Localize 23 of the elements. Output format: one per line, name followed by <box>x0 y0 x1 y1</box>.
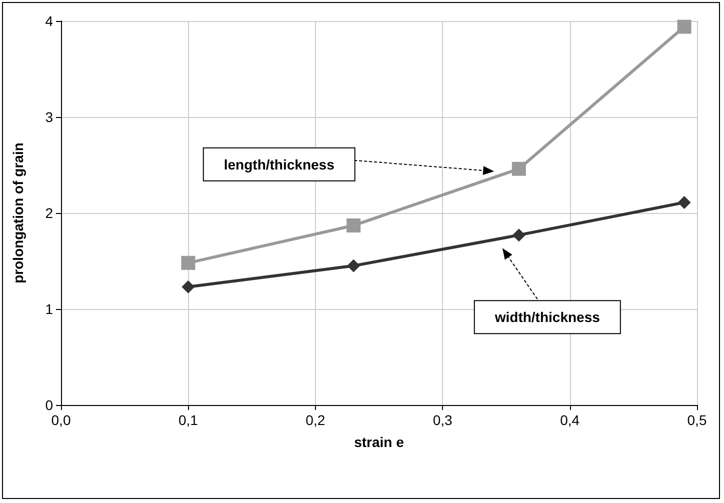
point <box>347 259 360 272</box>
x-tick-label: 0,2 <box>306 412 326 428</box>
point <box>678 196 691 209</box>
y-tick-label: 1 <box>45 301 54 317</box>
point <box>346 218 361 232</box>
x-tick-label: 0,3 <box>432 412 453 428</box>
x-tick-label: 0,5 <box>687 412 707 428</box>
x-tick-label: 0,4 <box>560 412 580 428</box>
point <box>512 228 526 242</box>
y-tick-label: 4 <box>45 13 54 29</box>
point <box>182 280 195 294</box>
y-axis-title: prolongation of grain <box>10 142 26 284</box>
point <box>181 256 196 270</box>
y-tick-label: 2 <box>45 205 54 221</box>
annotation: width/thickness <box>494 309 600 326</box>
annotation: length/thickness <box>224 156 335 172</box>
point <box>512 162 526 176</box>
point <box>677 20 692 34</box>
y-tick-label: 0 <box>45 397 54 413</box>
x-tick-label: 0,0 <box>51 412 71 428</box>
x-axis-title: strain e <box>354 434 404 450</box>
x-tick-label: 0,1 <box>178 412 198 428</box>
y-tick-label: 3 <box>45 109 54 125</box>
